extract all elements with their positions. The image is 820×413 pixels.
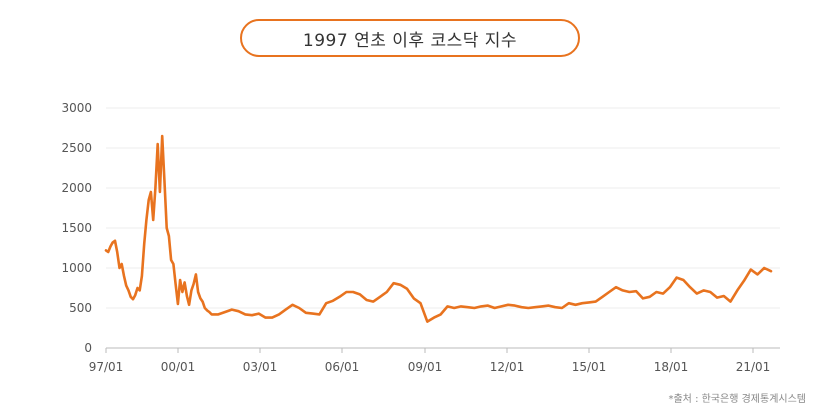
- y-tick-label: 2500: [61, 141, 92, 155]
- y-tick-label: 500: [69, 301, 92, 315]
- x-axis: 97/01 00/01 03/01 06/01 09/01 12/01 15/01 18/01…: [89, 348, 771, 374]
- x-tick-label: 15/01: [572, 360, 607, 374]
- grid: [106, 107, 780, 349]
- y-tick-label: 0: [84, 341, 92, 355]
- x-tick-label: 09/01: [408, 360, 443, 374]
- x-tick-label: 06/01: [325, 360, 360, 374]
- x-tick-label: 97/01: [89, 360, 124, 374]
- y-tick-label: 3000: [61, 101, 92, 115]
- y-tick-label: 1000: [61, 261, 92, 275]
- source-note: *출처 : 한국은행 경제통계시스템: [668, 394, 806, 405]
- x-tick-label: 12/01: [490, 360, 525, 374]
- x-tick-label: 00/01: [161, 360, 196, 374]
- series-line: [104, 134, 773, 323]
- x-tick-label: 21/01: [736, 360, 771, 374]
- x-tick-label: 18/01: [654, 360, 689, 374]
- y-tick-label: 1500: [61, 221, 92, 235]
- y-axis: 0 500 1000 1500 2000 2500 3000: [61, 101, 92, 355]
- x-tick-label: 03/01: [243, 360, 278, 374]
- y-tick-label: 2000: [61, 181, 92, 195]
- chart-title: 1997 연초 이후 코스닥 지수: [240, 19, 580, 57]
